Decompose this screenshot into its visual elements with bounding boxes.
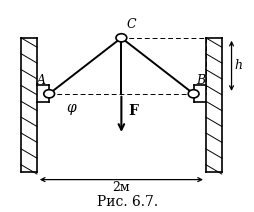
- Text: 2м: 2м: [112, 181, 130, 194]
- Text: A: A: [37, 74, 46, 87]
- Text: Рис. 6.7.: Рис. 6.7.: [97, 195, 157, 209]
- Text: h: h: [233, 59, 241, 72]
- Text: F: F: [128, 104, 138, 118]
- Circle shape: [116, 34, 126, 42]
- Text: C: C: [126, 18, 135, 31]
- Circle shape: [44, 90, 54, 98]
- Circle shape: [187, 90, 198, 98]
- Text: φ: φ: [66, 101, 76, 115]
- Text: B: B: [195, 74, 204, 87]
